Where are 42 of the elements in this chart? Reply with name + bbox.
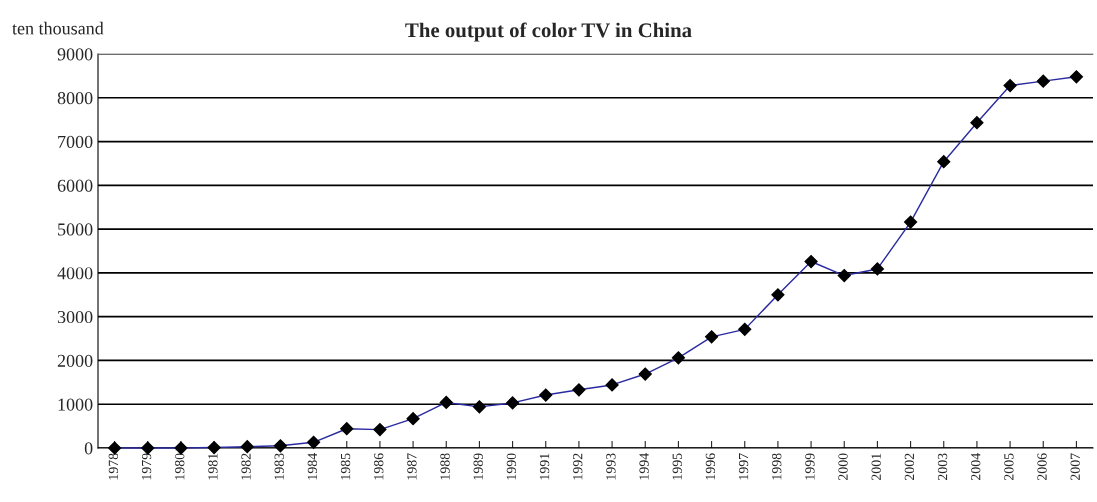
y-tick-label: 5000 xyxy=(58,223,93,236)
y-tick-label: 0 xyxy=(84,442,93,455)
x-tick-label: 1979 xyxy=(141,453,152,480)
x-tick-label: 1984 xyxy=(307,453,318,480)
y-tick-label: 6000 xyxy=(57,179,93,192)
x-tick-label: 1978 xyxy=(108,453,119,480)
x-tick-label: 1982 xyxy=(241,453,251,480)
x-tick-label: 1995 xyxy=(672,453,682,480)
x-tick-label: 1980 xyxy=(175,453,185,480)
x-tick-label: 1989 xyxy=(473,453,483,480)
x-tick-label: 2007 xyxy=(1070,453,1080,481)
x-tick-label: 2002 xyxy=(904,453,915,481)
y-tick-label: 1000 xyxy=(58,398,93,411)
x-tick-label: 1983 xyxy=(274,453,284,480)
chart-title: The output of color TV in China xyxy=(405,22,692,42)
y-tick-label: 8000 xyxy=(57,92,93,105)
x-tick-label: 1992 xyxy=(573,453,583,480)
x-tick-label: 1991 xyxy=(539,453,550,480)
y-axis-title: ten thousand xyxy=(12,21,104,35)
x-tick-label: 2001 xyxy=(871,453,881,481)
y-tick-label: 2000 xyxy=(57,354,93,367)
x-tick-label: 1994 xyxy=(639,453,649,480)
x-tick-label: 1997 xyxy=(738,453,749,480)
x-tick-label: 1986 xyxy=(374,453,384,480)
x-tick-label: 2004 xyxy=(971,453,981,481)
x-tick-label: 1998 xyxy=(772,453,782,480)
x-tick-label: 1981 xyxy=(208,453,218,480)
y-tick-label: 3000 xyxy=(57,310,93,324)
x-tick-label: 2005 xyxy=(1004,453,1014,481)
x-tick-label: 1985 xyxy=(340,453,351,480)
y-tick-label: 7000 xyxy=(58,135,93,148)
x-tick-label: 1996 xyxy=(705,453,716,480)
x-tick-label: 2003 xyxy=(937,453,948,481)
y-tick-label: 4000 xyxy=(57,267,93,280)
x-tick-label: 1988 xyxy=(440,453,450,480)
x-tick-label: 2006 xyxy=(1037,453,1047,481)
y-tick-label: 9000 xyxy=(57,48,93,61)
x-tick-label: 1987 xyxy=(407,453,417,480)
x-tick-label: 1990 xyxy=(506,453,517,480)
x-tick-label: 2000 xyxy=(838,453,848,481)
x-tick-label: 1999 xyxy=(805,453,815,480)
x-tick-label: 1993 xyxy=(606,453,616,480)
